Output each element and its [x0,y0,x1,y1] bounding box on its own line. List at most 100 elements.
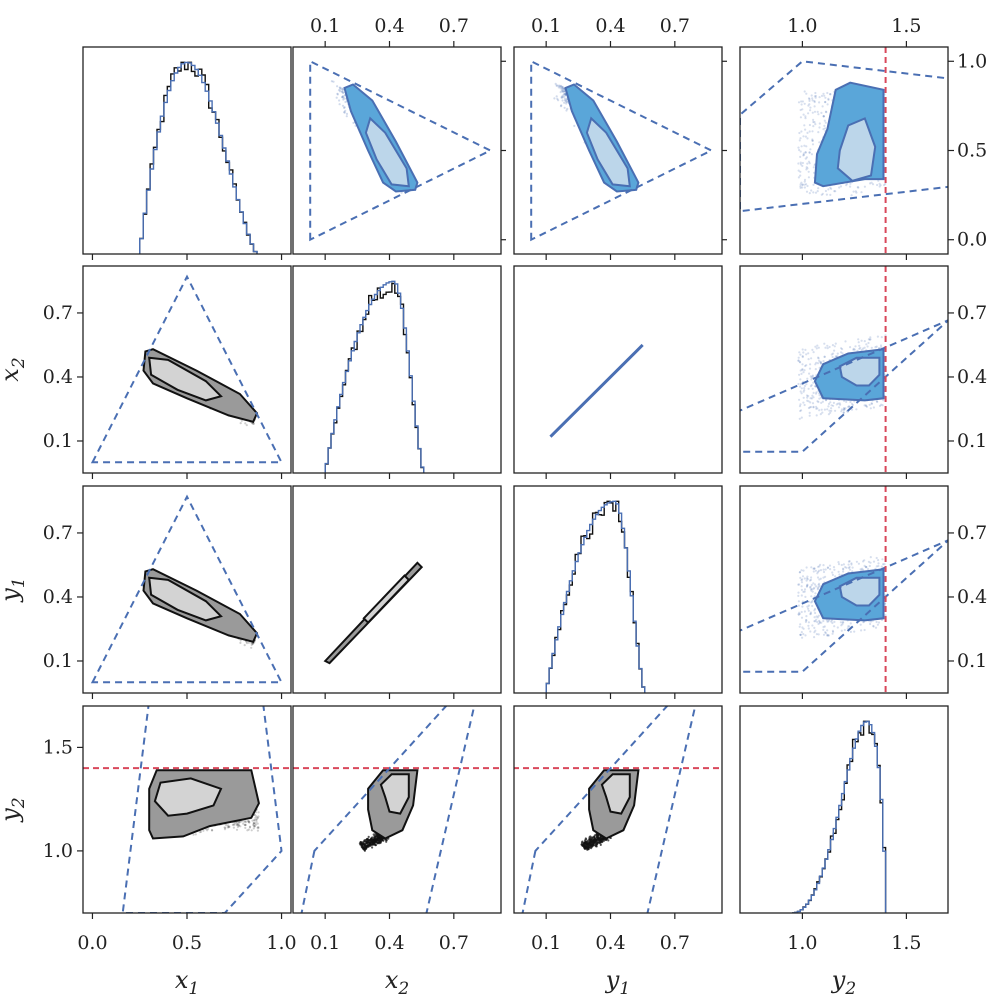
scatter-point [379,841,382,844]
scatter-point [880,346,883,349]
scatter-point [806,399,809,402]
scatter-point [807,387,810,390]
scatter-point [818,96,821,99]
scatter-point [561,86,564,89]
scatter-point [834,190,837,193]
x-tick-label: 1.5 [891,932,921,954]
scatter-point [826,344,829,347]
scatter-point [860,629,863,632]
y-axis-label: x2 [0,357,29,381]
scatter-point [565,100,568,103]
scatter-point [817,400,820,404]
scatter-point [809,106,812,109]
scatter-point [836,626,839,629]
scatter-point [809,401,812,404]
scatter-point [799,137,802,140]
scatter-point [869,338,872,341]
scatter-point [562,90,565,93]
scatter-point [562,93,565,96]
scatter-point [877,179,880,182]
scatter-point [831,571,834,574]
scatter-point [363,839,366,842]
scatter-point [255,820,258,823]
scatter-point [582,843,585,846]
scatter-point [344,109,347,112]
scatter-point [808,579,812,582]
scatter-point [876,335,880,338]
scatter-point [837,561,840,564]
scatter-point [813,121,816,124]
scatter-point [253,818,256,822]
scatter-point [813,105,816,108]
scatter-point [810,601,813,604]
scatter-point [809,585,812,588]
scatter-point [866,345,869,348]
scatter-point [821,105,824,108]
scatter-point [564,99,567,102]
scatter-point [253,819,256,822]
scatter-point [561,85,564,88]
scatter-point [555,95,558,98]
constraint-boundary [300,706,476,913]
scatter-point [826,620,829,623]
scatter-point [857,341,860,344]
scatter-point [799,185,802,188]
scatter-point [829,93,832,96]
scatter-point [801,636,804,639]
scatter-point [857,562,861,565]
constraint-boundary [530,59,714,242]
scatter-point [224,826,227,829]
scatter-point [806,584,809,587]
scatter-point [807,104,810,107]
scatter-point [853,348,856,351]
scatter-point [863,404,866,407]
scatter-point [824,101,827,104]
scatter-point [863,564,866,567]
scatter-point [798,625,801,628]
x-tick-label: 0.1 [531,932,561,954]
scatter-point [252,821,255,824]
scatter-point [194,833,197,836]
scatter-point [812,120,815,124]
x-tick-label: 0.7 [439,932,469,954]
scatter-point [805,566,808,569]
scatter-point [227,826,230,829]
scatter-point [829,568,832,571]
scatter-point [815,347,818,350]
scatter-point [813,631,816,634]
scatter-point [813,567,816,570]
scatter-point [797,382,800,386]
histogram-x1-sampled [139,61,258,254]
scatter-point [876,183,879,187]
scatter-point [823,625,826,628]
scatter-point [867,560,871,563]
scatter-point [560,104,563,107]
scatter-point [831,573,835,577]
scatter-point [850,563,853,566]
scatter-point [824,631,827,634]
scatter-point [800,103,803,106]
scatter-point [556,84,559,87]
scatter-point [850,194,853,197]
scatter-point [252,827,255,830]
scatter-point [223,826,226,829]
scatter-point [206,829,209,832]
scatter-point [812,391,815,394]
scatter-point [870,402,873,405]
panel-x1-histogram [139,61,258,254]
scatter-point [814,94,818,98]
scatter-point [336,92,339,95]
scatter-point [833,620,836,624]
panel-x2-x1-upper [309,59,493,242]
scatter-point [825,111,828,114]
scatter-point [845,400,848,403]
scatter-point [813,110,817,113]
scatter-point [801,368,804,371]
x-tick-label: 0.4 [595,932,625,954]
scatter-point [877,564,880,568]
scatter-point [801,348,804,351]
scatter-point [557,99,560,102]
scatter-point [827,402,831,405]
scatter-point [377,839,380,842]
